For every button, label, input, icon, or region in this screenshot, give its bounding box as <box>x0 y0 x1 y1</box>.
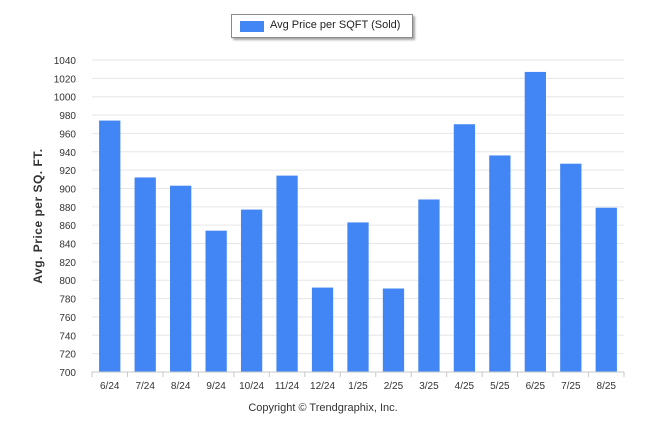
legend-swatch-icon <box>240 21 264 32</box>
bar <box>276 175 298 372</box>
bar <box>595 207 617 372</box>
y-tick-label: 1040 <box>54 56 77 67</box>
y-tick-label: 800 <box>59 276 76 287</box>
bar <box>134 177 156 372</box>
y-tick-label: 1000 <box>54 93 77 104</box>
x-tick-label: 6/24 <box>100 381 120 392</box>
y-tick-label: 780 <box>59 295 76 306</box>
x-tick-label: 3/25 <box>419 381 439 392</box>
bar <box>205 230 227 372</box>
bar <box>99 120 121 373</box>
x-tick-label: 2/25 <box>384 381 404 392</box>
x-tick-label: 4/25 <box>455 381 475 392</box>
y-tick-label: 980 <box>59 111 76 122</box>
bar <box>311 287 334 372</box>
x-tick-label: 8/24 <box>171 381 191 392</box>
axes <box>91 371 625 377</box>
x-tick-label: 11/24 <box>275 381 300 392</box>
y-tick-label: 880 <box>59 203 76 214</box>
x-tick-label: 1/25 <box>348 381 368 392</box>
x-tick-label: 8/25 <box>597 381 617 392</box>
y-tick-label: 860 <box>59 221 76 232</box>
y-tick-label: 740 <box>59 331 76 342</box>
bar <box>240 209 263 372</box>
y-tick-label: 820 <box>59 258 76 269</box>
y-tick-label: 900 <box>59 184 76 195</box>
y-tick-label: 700 <box>59 368 76 379</box>
legend[interactable]: Avg Price per SQFT (Sold) <box>231 14 413 38</box>
y-axis-label: Avg. Price per SQ. FT. <box>31 148 45 284</box>
x-tick-label: 7/25 <box>561 381 581 392</box>
y-tick-label: 1020 <box>54 74 77 85</box>
y-tick-label: 760 <box>59 313 76 324</box>
bar <box>418 199 440 372</box>
bar <box>524 71 546 372</box>
copyright-text: Copyright © Trendgraphix, Inc. <box>248 402 398 414</box>
y-tick-label: 840 <box>59 240 76 251</box>
bar <box>560 163 582 372</box>
y-tick-label: 940 <box>59 148 76 159</box>
x-tick-label: 5/25 <box>490 381 510 392</box>
y-tick-labels: 700 720 740 760 780 800 820 840 860 880 900 920 940 9… <box>54 56 77 379</box>
bar <box>489 155 511 372</box>
bar <box>347 222 369 372</box>
bar <box>170 185 192 372</box>
bar <box>453 124 476 372</box>
x-tick-label: 7/24 <box>135 381 155 392</box>
y-tick-label: 720 <box>59 350 76 361</box>
bars <box>99 71 617 373</box>
x-tick-label: 9/24 <box>206 381 226 392</box>
x-tick-label: 10/24 <box>239 381 264 392</box>
x-tick-labels: 6/24 7/24 8/24 9/24 10/24 11/24 12/24 1/25 2/25 3… <box>100 381 616 392</box>
bar <box>382 288 405 372</box>
y-tick-label: 960 <box>59 129 76 140</box>
x-tick-label: 12/24 <box>310 381 335 392</box>
legend-label: Avg Price per SQFT (Sold) <box>270 19 401 31</box>
y-tick-label: 920 <box>59 166 76 177</box>
x-tick-label: 6/25 <box>526 381 546 392</box>
